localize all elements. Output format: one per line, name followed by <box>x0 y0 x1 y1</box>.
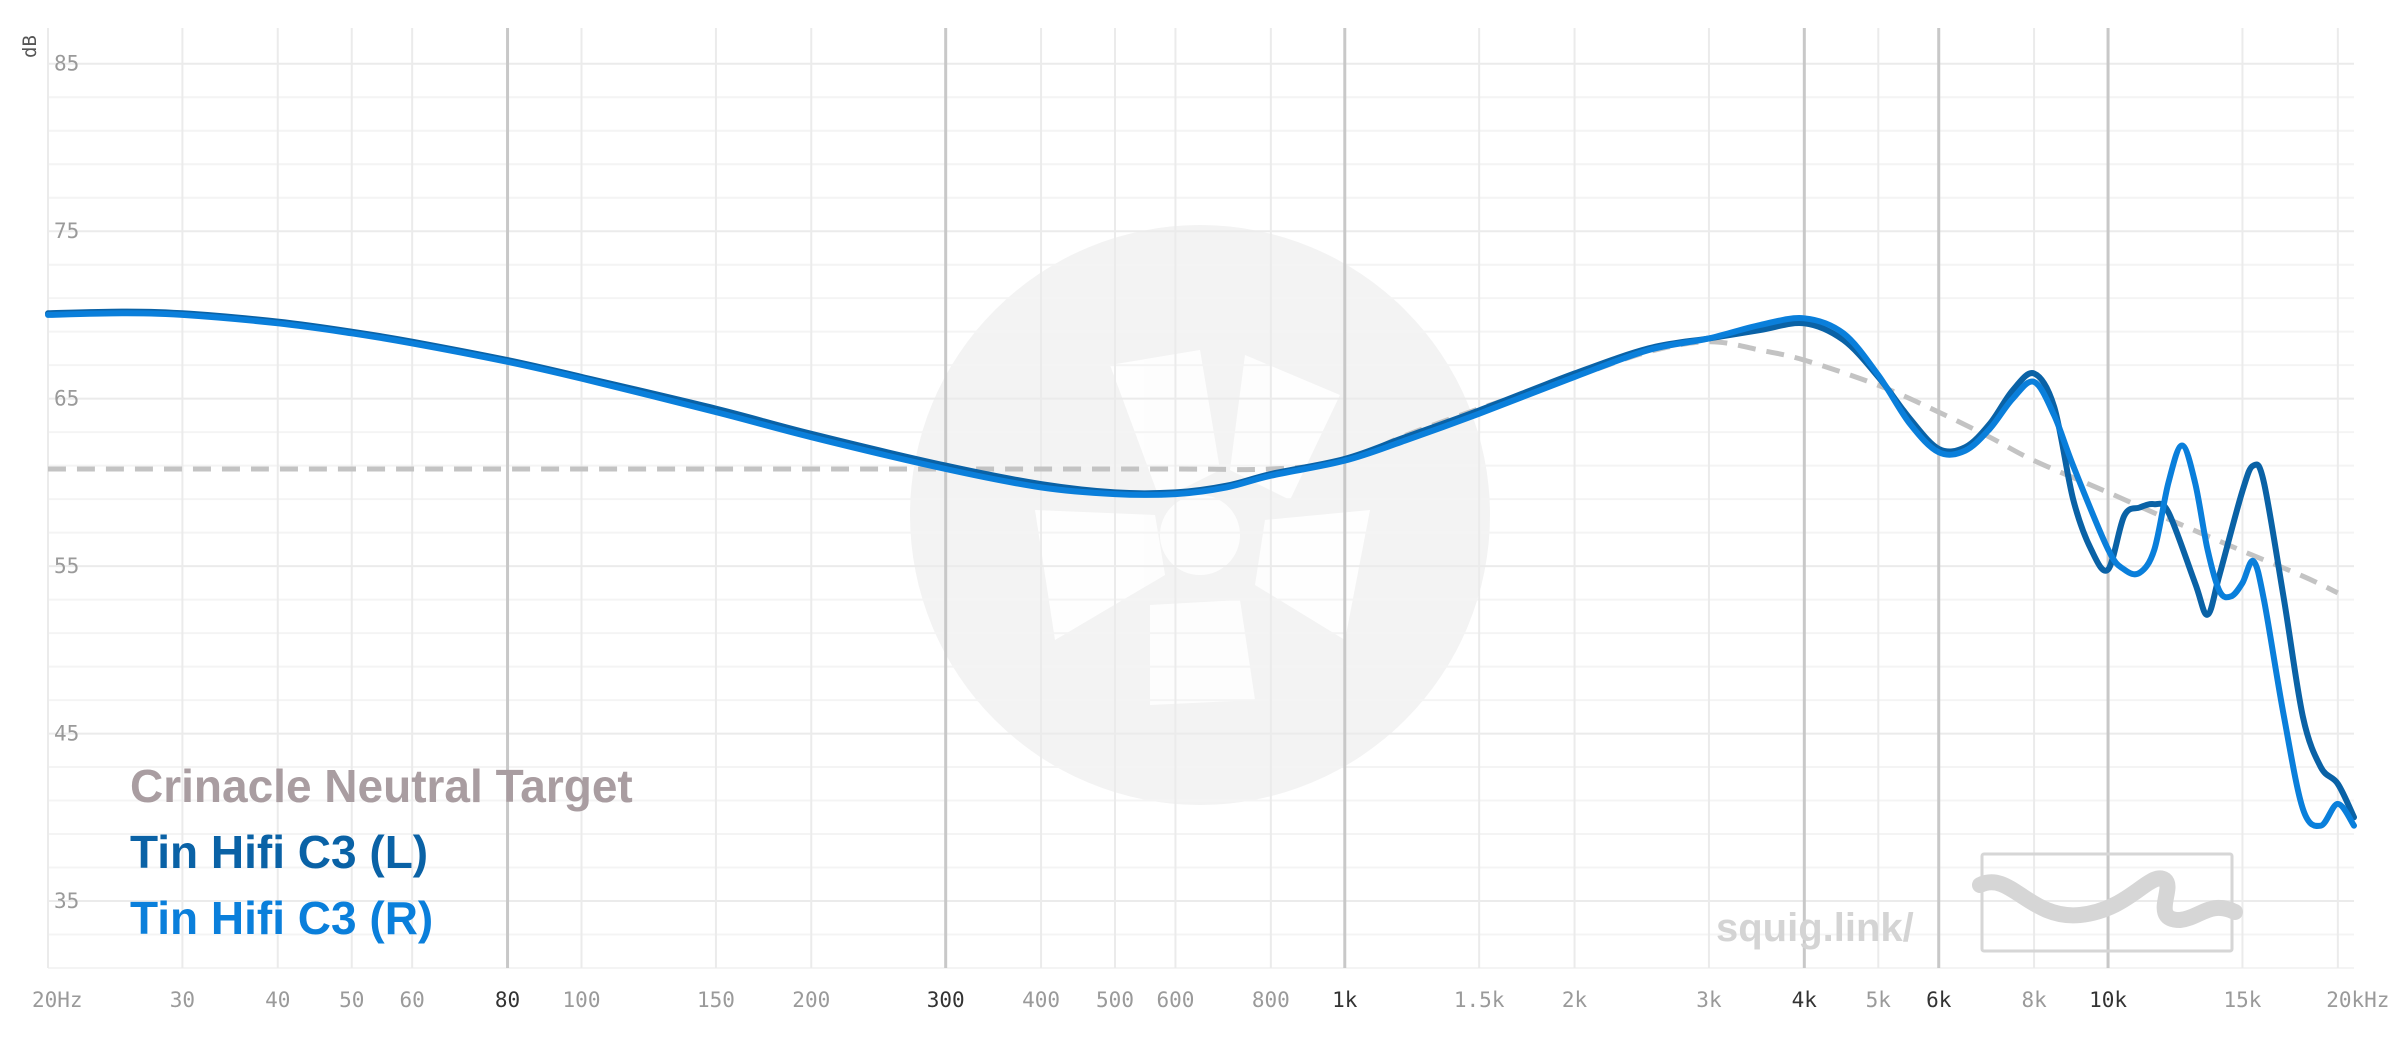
x-tick-label: 2k <box>1562 988 1588 1012</box>
squig-logo-icon <box>1972 852 2243 953</box>
legend-entry-2[interactable]: Tin Hifi C3 (R) <box>130 892 433 944</box>
x-tick-label: 100 <box>563 988 601 1012</box>
y-axis: 35 45 55 65 75 85 <box>54 52 79 913</box>
x-tick-label: 50 <box>339 988 364 1012</box>
y-tick-label: 85 <box>54 52 79 76</box>
x-tick-label: 20Hz <box>32 988 83 1012</box>
x-tick-label: 600 <box>1156 988 1194 1012</box>
x-tick-label: 5k <box>1866 988 1892 1012</box>
x-tick-label: 10k <box>2089 988 2127 1012</box>
legend-entry-0[interactable]: Crinacle Neutral Target <box>130 760 633 812</box>
x-tick-label: 4k <box>1792 988 1818 1012</box>
y-axis-unit: dB <box>19 35 41 58</box>
series-line-2 <box>45 310 2357 829</box>
x-tick-label: 80 <box>495 988 520 1012</box>
x-tick-label: 30 <box>170 988 195 1012</box>
x-tick-label: 1k <box>1332 988 1358 1012</box>
x-tick-label: 40 <box>265 988 290 1012</box>
y-tick-label: 45 <box>54 722 79 746</box>
x-tick-label: 15k <box>2223 988 2261 1012</box>
watermark-logo-icon <box>910 225 1490 805</box>
y-tick-label: 35 <box>54 889 79 913</box>
x-tick-label: 500 <box>1096 988 1134 1012</box>
x-tick-label: 60 <box>400 988 425 1012</box>
y-tick-label: 55 <box>54 554 79 578</box>
x-tick-label: 150 <box>697 988 735 1012</box>
x-tick-label: 20kHz <box>2326 988 2389 1012</box>
series-line-0 <box>48 339 2339 596</box>
x-axis: 20Hz 30 40 50 60 80 100 150 200 300 400 500 600 800 1k… <box>32 988 2389 1012</box>
x-tick-label: 6k <box>1926 988 1952 1012</box>
legend: Crinacle Neutral Target Tin Hifi C3 (L) Ti… <box>130 760 633 944</box>
x-tick-label: 800 <box>1252 988 1290 1012</box>
series-lines <box>45 308 2357 829</box>
y-tick-label: 75 <box>54 219 79 243</box>
x-tick-label: 200 <box>792 988 830 1012</box>
watermark-text: squig.link/ <box>1716 906 1914 950</box>
legend-entry-1[interactable]: Tin Hifi C3 (L) <box>130 826 428 878</box>
x-tick-label: 300 <box>927 988 965 1012</box>
y-tick-label: 65 <box>54 387 79 411</box>
x-tick-label: 1.5k <box>1454 988 1505 1012</box>
x-tick-label: 8k <box>2021 988 2047 1012</box>
x-tick-label: 3k <box>1696 988 1722 1012</box>
x-tick-label: 400 <box>1022 988 1060 1012</box>
grid <box>47 28 2354 969</box>
